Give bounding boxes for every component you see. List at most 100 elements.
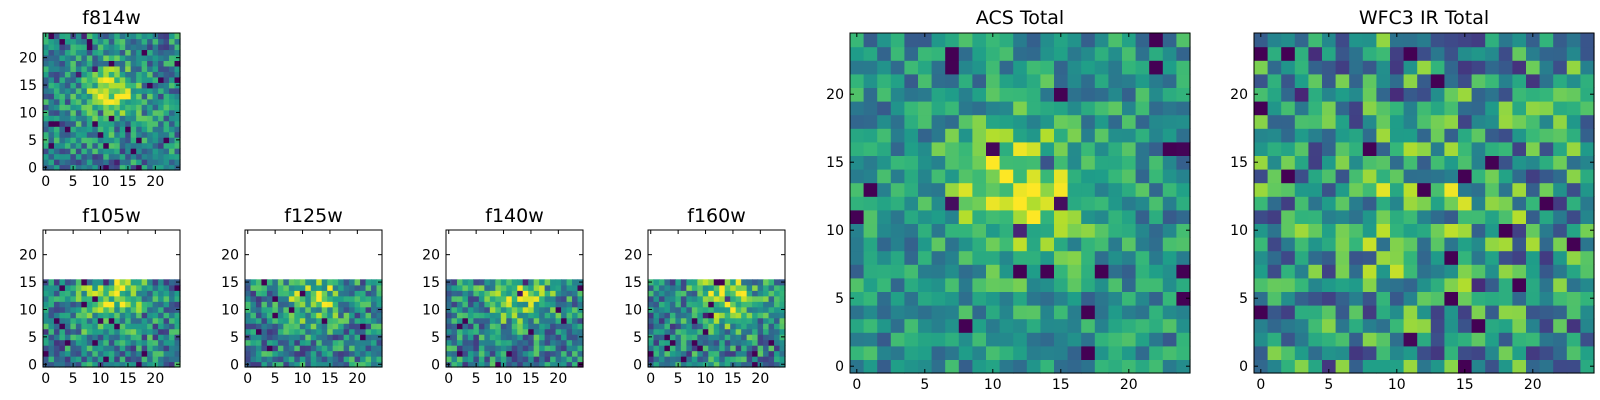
heatmap-cell <box>1580 332 1595 347</box>
heatmap-cell <box>1162 332 1177 347</box>
heatmap-cell <box>125 54 132 61</box>
heatmap-cell <box>92 306 99 313</box>
heatmap-cell <box>81 87 88 94</box>
heatmap-cell <box>1267 291 1282 306</box>
heatmap-cell <box>1067 264 1082 279</box>
heatmap-cell <box>283 312 290 319</box>
heatmap-cell <box>43 350 50 357</box>
heatmap-cell <box>277 295 284 302</box>
heatmap-cell <box>1308 87 1323 102</box>
heatmap-cell <box>904 182 919 197</box>
heatmap-cell <box>92 328 99 335</box>
heatmap-cell <box>550 345 557 352</box>
heatmap-cell <box>1081 332 1096 347</box>
heatmap-cell <box>86 323 93 330</box>
heatmap-cell <box>1294 182 1309 197</box>
heatmap-cell <box>1281 237 1296 252</box>
heatmap-cell <box>1390 223 1405 238</box>
heatmap-cell <box>310 306 317 313</box>
heatmap-cell <box>299 334 306 341</box>
x-tick-label: 10 <box>92 371 110 387</box>
heatmap-cell <box>1553 277 1568 292</box>
heatmap-cell <box>365 284 372 291</box>
heatmap-cell <box>108 284 115 291</box>
heatmap-cell <box>850 101 865 116</box>
heatmap-cell <box>75 109 82 116</box>
heatmap-cell <box>272 328 279 335</box>
heatmap-cell <box>305 361 312 368</box>
heatmap-cell <box>43 115 50 122</box>
heatmap-cell <box>174 49 181 56</box>
heatmap-cell <box>48 115 55 122</box>
heatmap-cell <box>1566 223 1581 238</box>
heatmap-cell <box>675 279 682 286</box>
heatmap-cell <box>272 290 279 297</box>
heatmap-cell <box>75 137 82 144</box>
heatmap-cell <box>680 306 687 313</box>
heatmap-cell <box>752 345 759 352</box>
heatmap-cell <box>918 332 933 347</box>
heatmap-cell <box>103 356 110 363</box>
heatmap-cell <box>1254 291 1269 306</box>
heatmap-cell <box>1281 46 1296 61</box>
heatmap-cell <box>1308 250 1323 265</box>
heatmap-cell <box>664 328 671 335</box>
heatmap-cell <box>1390 46 1405 61</box>
heatmap-cell <box>1335 277 1350 292</box>
heatmap-cell <box>163 137 170 144</box>
heatmap-cell <box>1417 318 1432 333</box>
heatmap-cell <box>294 279 301 286</box>
heatmap-cell <box>451 306 458 313</box>
heatmap-cell <box>1162 291 1177 306</box>
heatmap-cell <box>918 209 933 224</box>
heatmap-cell <box>1580 250 1595 265</box>
heatmap-cell <box>741 350 748 357</box>
heatmap-cell <box>53 71 61 78</box>
heatmap-cell <box>675 295 682 302</box>
heatmap-cell <box>114 120 121 127</box>
heatmap-cell <box>1281 209 1296 224</box>
y-tick-label: 10 <box>19 302 37 318</box>
heatmap-cell <box>1067 73 1082 88</box>
heatmap-cell <box>136 148 143 155</box>
heatmap-cell <box>863 114 878 129</box>
heatmap-cell <box>680 356 687 363</box>
heatmap-cell <box>697 339 704 346</box>
heatmap-cell <box>86 33 93 40</box>
heatmap-cell <box>59 301 66 308</box>
heatmap-cell <box>1081 182 1096 197</box>
heatmap-cell <box>1335 182 1350 197</box>
heatmap-cell <box>1267 60 1282 75</box>
heatmap-cell <box>1390 155 1405 170</box>
heatmap-cell <box>1308 196 1323 211</box>
heatmap-cell <box>152 104 159 111</box>
heatmap-cell <box>136 323 143 330</box>
heatmap-cell <box>316 279 323 286</box>
heatmap-cell <box>97 290 104 297</box>
heatmap-cell <box>774 306 781 313</box>
heatmap-cell <box>1281 223 1296 238</box>
heatmap-cell <box>169 60 176 67</box>
heatmap-cell <box>1403 60 1418 75</box>
heatmap-cell <box>484 295 491 302</box>
heatmap-cell <box>108 104 115 111</box>
heatmap-cell <box>141 120 148 127</box>
heatmap-cell <box>130 43 137 51</box>
heatmap-cell <box>779 290 786 297</box>
heatmap-cell <box>1108 237 1123 252</box>
heatmap-cell <box>327 317 334 324</box>
heatmap-cell <box>81 98 88 105</box>
heatmap-cell <box>48 87 55 94</box>
heatmap-cell <box>1308 318 1323 333</box>
heatmap-cell <box>986 291 1001 306</box>
heatmap-cell <box>114 109 121 116</box>
heatmap-cell <box>863 332 878 347</box>
heatmap-cell <box>147 301 154 308</box>
heatmap-cell <box>371 317 378 324</box>
heatmap-cell <box>735 356 742 363</box>
heatmap-cell <box>1026 101 1041 116</box>
heatmap-cell <box>566 323 573 330</box>
heatmap-cell <box>664 306 671 313</box>
